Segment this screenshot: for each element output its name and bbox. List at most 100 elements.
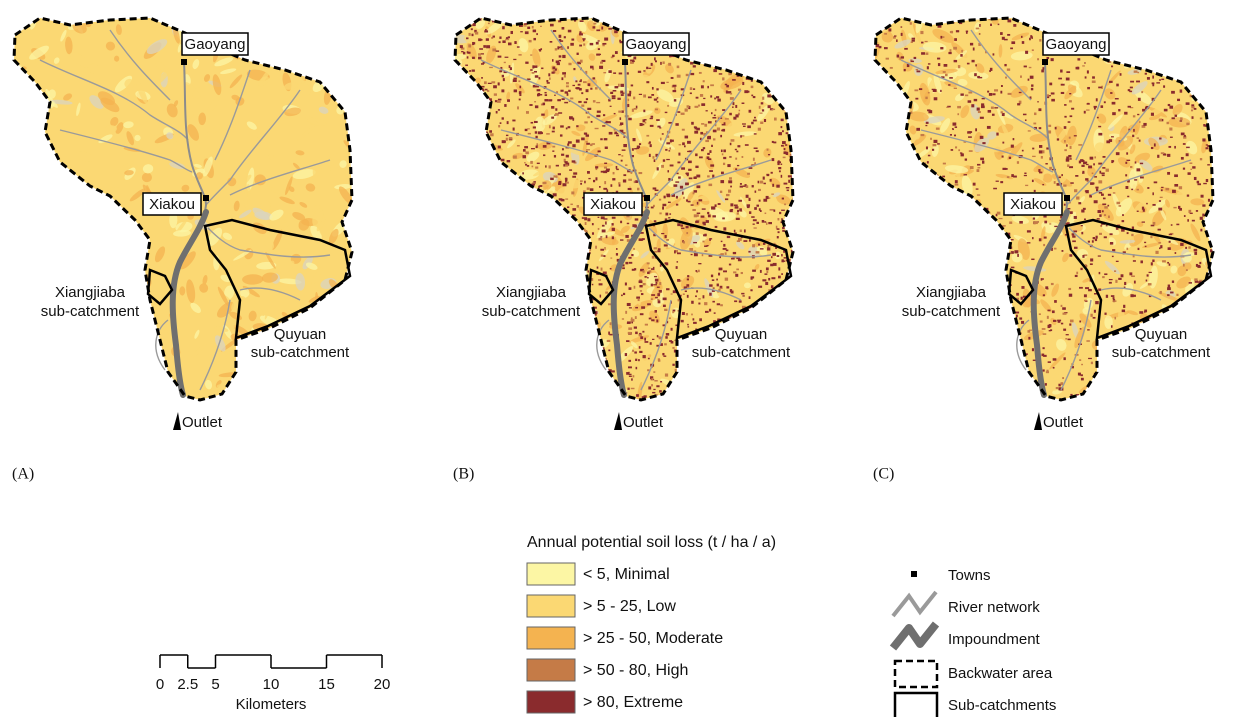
- erosion-speck: [977, 169, 980, 172]
- erosion-speck: [461, 398, 465, 401]
- erosion-speck: [696, 128, 700, 131]
- erosion-speck: [940, 345, 943, 347]
- terrain-patch: [922, 252, 933, 259]
- erosion-speck: [1045, 163, 1047, 164]
- erosion-speck: [1210, 36, 1214, 39]
- erosion-speck: [948, 242, 952, 245]
- erosion-speck: [796, 40, 800, 43]
- erosion-speck: [565, 241, 568, 242]
- erosion-speck: [458, 267, 461, 269]
- terrain-patch: [594, 375, 606, 395]
- erosion-speck: [727, 164, 730, 167]
- erosion-speck: [728, 386, 730, 388]
- erosion-speck: [486, 368, 488, 371]
- erosion-speck: [1147, 365, 1150, 368]
- erosion-speck: [966, 279, 968, 282]
- erosion-speck: [710, 84, 714, 86]
- erosion-speck: [691, 314, 693, 316]
- erosion-speck: [984, 278, 986, 280]
- erosion-speck: [784, 148, 786, 150]
- erosion-speck: [613, 172, 615, 174]
- erosion-speck: [755, 39, 758, 42]
- erosion-speck: [991, 107, 994, 109]
- erosion-speck: [548, 73, 550, 76]
- erosion-speck: [1139, 311, 1143, 314]
- erosion-speck: [713, 138, 715, 140]
- erosion-speck: [774, 118, 777, 121]
- erosion-speck: [674, 99, 676, 101]
- erosion-speck: [491, 228, 495, 231]
- erosion-speck: [750, 49, 753, 51]
- erosion-speck: [789, 288, 791, 290]
- erosion-speck: [704, 50, 706, 53]
- erosion-speck: [568, 363, 571, 365]
- terrain-patch: [885, 106, 895, 125]
- erosion-speck: [586, 396, 589, 399]
- erosion-speck: [1186, 102, 1190, 105]
- erosion-speck: [741, 272, 743, 274]
- erosion-speck: [605, 147, 608, 149]
- erosion-speck: [762, 279, 766, 281]
- erosion-speck: [462, 230, 465, 232]
- erosion-speck: [1109, 81, 1113, 83]
- erosion-speck: [578, 84, 581, 86]
- erosion-speck: [612, 223, 614, 225]
- terrain-patch: [948, 237, 963, 252]
- erosion-speck: [673, 19, 677, 22]
- erosion-speck: [753, 158, 755, 161]
- erosion-speck: [706, 365, 708, 367]
- erosion-speck: [730, 29, 734, 31]
- erosion-speck: [685, 136, 689, 139]
- erosion-speck: [621, 155, 623, 157]
- terrain-patch: [919, 322, 928, 330]
- erosion-speck: [994, 321, 996, 323]
- terrain-patch: [949, 261, 970, 267]
- terrain-patch: [1134, 365, 1143, 383]
- erosion-speck: [615, 86, 619, 88]
- erosion-speck: [532, 188, 535, 190]
- erosion-speck: [664, 343, 667, 345]
- erosion-speck: [982, 142, 985, 144]
- erosion-speck: [746, 312, 749, 314]
- erosion-speck: [506, 395, 509, 398]
- erosion-speck: [651, 384, 653, 386]
- erosion-speck: [453, 171, 455, 172]
- erosion-speck: [1069, 166, 1073, 168]
- terrain-patch: [779, 393, 792, 406]
- erosion-speck: [762, 220, 764, 223]
- maps: GaoyangXiakouXiangjiabasub-catchmentQuyu…: [0, 6, 1223, 483]
- erosion-speck: [524, 323, 527, 324]
- erosion-speck: [662, 204, 666, 206]
- erosion-speck: [1170, 292, 1173, 294]
- erosion-speck: [537, 245, 540, 247]
- erosion-speck: [459, 212, 463, 213]
- erosion-speck: [467, 254, 469, 257]
- erosion-speck: [952, 229, 954, 232]
- erosion-speck: [486, 38, 489, 41]
- erosion-speck: [466, 108, 468, 110]
- erosion-speck: [478, 396, 480, 398]
- erosion-speck: [919, 279, 921, 282]
- erosion-speck: [634, 148, 637, 149]
- terrain-patch: [25, 105, 47, 128]
- terrain-patch: [59, 371, 66, 380]
- terrain-patch: [874, 194, 880, 202]
- erosion-speck: [567, 143, 569, 145]
- erosion-speck: [498, 146, 501, 149]
- erosion-speck: [583, 39, 585, 41]
- figure: GaoyangXiakouXiangjiabasub-catchmentQuyu…: [0, 0, 1236, 717]
- erosion-speck: [714, 115, 716, 117]
- erosion-speck: [693, 242, 697, 243]
- erosion-speck: [539, 77, 541, 79]
- terrain-patch: [949, 233, 956, 256]
- erosion-speck: [667, 21, 670, 22]
- erosion-speck: [751, 216, 754, 218]
- erosion-speck: [512, 392, 514, 394]
- erosion-speck: [709, 184, 713, 186]
- town: [203, 195, 209, 201]
- erosion-speck: [610, 257, 612, 258]
- terrain-patch: [56, 255, 67, 274]
- terrain-patch: [477, 192, 493, 200]
- erosion-speck: [451, 268, 454, 270]
- erosion-speck: [550, 247, 553, 248]
